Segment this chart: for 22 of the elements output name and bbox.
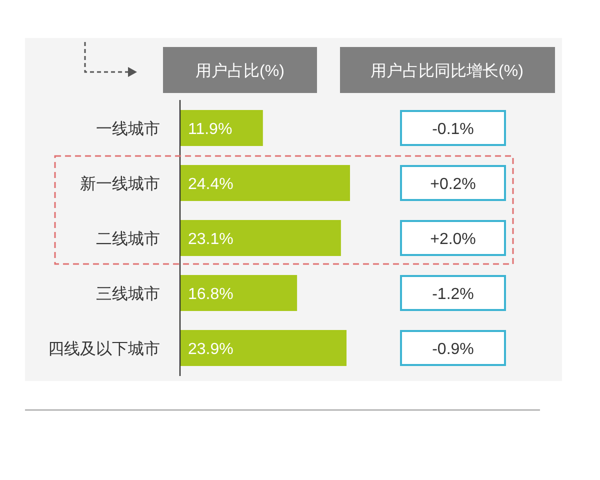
bar xyxy=(180,220,341,256)
data-label: 23.1% xyxy=(188,231,234,248)
y-tick-label: 新一线城市 xyxy=(80,175,160,193)
data-label: -1.2% xyxy=(432,286,474,303)
data-label: 23.9% xyxy=(188,341,234,358)
data-label: 24.4% xyxy=(188,176,234,193)
data-label: +0.2% xyxy=(430,176,476,193)
data-label: -0.1% xyxy=(432,121,474,138)
chart-title: 用户占比(%) xyxy=(196,62,284,80)
y-tick-label: 三线城市 xyxy=(96,285,160,303)
y-tick-label: 一线城市 xyxy=(96,120,160,138)
bar xyxy=(180,330,347,366)
data-label: 16.8% xyxy=(188,286,234,303)
data-label: -0.9% xyxy=(432,341,474,358)
bar xyxy=(180,165,350,201)
bar xyxy=(180,110,263,146)
data-label: +2.0% xyxy=(430,231,476,248)
y-tick-label: 四线及以下城市 xyxy=(48,340,160,358)
bar xyxy=(180,275,298,311)
y-tick-label: 二线城市 xyxy=(96,230,160,248)
data-label: 11.9% xyxy=(188,121,232,138)
text: 用户占比同比增长(%) xyxy=(370,62,524,80)
